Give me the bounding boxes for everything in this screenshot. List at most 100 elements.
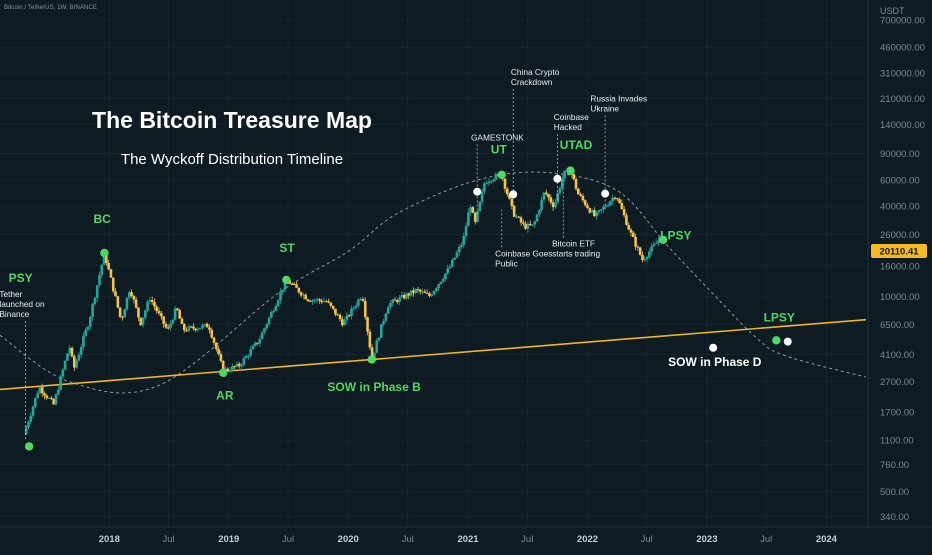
phase-label: UTAD — [560, 138, 593, 152]
candle-body — [382, 320, 385, 325]
candle-body — [302, 294, 305, 296]
candle-body — [311, 300, 314, 302]
candle-body — [198, 327, 202, 329]
phase-marker — [24, 442, 34, 451]
candle-body — [233, 366, 236, 368]
candle-body — [297, 287, 301, 293]
candle-body — [308, 300, 312, 302]
price-axis[interactable]: USDT 340.00 500.00 760.00 1100.00 1700.00 270… — [867, 0, 932, 550]
candle-body — [95, 285, 99, 299]
annotation-text: Coinbase — [554, 112, 589, 122]
candle-body — [622, 209, 626, 216]
candle-body — [185, 330, 188, 332]
phase-label: AR — [216, 389, 234, 403]
phase-label: LPSY — [764, 311, 795, 325]
candle-body — [121, 316, 124, 318]
candle-body — [386, 307, 390, 314]
x-tick-label: Jul — [282, 534, 294, 545]
candle-body — [441, 279, 445, 282]
phase-label: LPSY — [660, 228, 691, 242]
phase-marker — [282, 275, 291, 285]
candle-body — [221, 360, 225, 374]
candle-body — [654, 243, 658, 245]
candle-body — [551, 202, 555, 208]
candle-body — [625, 215, 628, 225]
candle-body — [432, 290, 436, 295]
candle-body — [180, 318, 184, 324]
candle-body — [457, 246, 461, 253]
candle-body — [267, 317, 271, 325]
candle-body — [84, 329, 88, 336]
candle-body — [412, 290, 415, 293]
candlestick-series[interactable] — [24, 166, 665, 435]
candle-body — [260, 332, 264, 340]
time-axis[interactable]: 2018 Jul 2019 Jul 2020 Jul 2021 Jul 2022 Jul 2023 J… — [0, 526, 932, 550]
candle-body — [192, 326, 195, 329]
candle-body — [162, 316, 165, 324]
candle-body — [219, 354, 223, 361]
candle-body — [173, 308, 177, 320]
candle-body — [538, 210, 541, 215]
x-tick-label: Jul — [641, 534, 653, 545]
candle-body — [56, 389, 60, 395]
candle-body — [478, 201, 482, 212]
candle-body — [166, 327, 170, 329]
candle-body — [31, 406, 35, 416]
candle-body — [652, 244, 656, 247]
candle-body — [249, 349, 253, 356]
candle-body — [345, 315, 349, 321]
candle-body — [405, 293, 408, 299]
candle-body — [636, 246, 640, 248]
candle-body — [352, 307, 356, 309]
candle-body — [467, 212, 470, 227]
support-trendline — [0, 318, 866, 391]
candle-body — [66, 353, 69, 361]
candle-body — [471, 207, 475, 213]
candle-body — [469, 207, 472, 213]
candle-body — [36, 393, 39, 399]
chart-title-group: The Bitcoin Treasure Map The Wyckoff Dis… — [92, 107, 372, 168]
candle-body — [320, 300, 324, 303]
annotation-text: GAMESTONK — [471, 132, 524, 142]
candle-body — [144, 310, 147, 318]
candle-body — [270, 312, 273, 318]
candle-body — [519, 217, 523, 223]
candle-body — [503, 178, 507, 189]
candle-body — [212, 337, 216, 343]
y-tick-label: 700000.00 — [880, 15, 925, 26]
candle-body — [400, 294, 404, 298]
candle-body — [91, 303, 94, 318]
candle-body — [40, 387, 44, 394]
candle-body — [132, 295, 136, 300]
candle-body — [63, 360, 67, 370]
phase-label: SOW in Phase B — [327, 380, 421, 394]
candle-body — [279, 291, 282, 301]
candle-body — [343, 320, 346, 326]
candle-body — [595, 212, 598, 217]
candle-body — [315, 299, 319, 301]
candle-body — [72, 356, 76, 368]
candle-body — [178, 310, 181, 319]
event-marker — [783, 337, 792, 346]
candle-body — [107, 263, 110, 270]
candle-body — [583, 200, 587, 206]
candle-body — [577, 188, 580, 195]
candle-body — [299, 292, 303, 296]
candle-body — [274, 305, 278, 311]
candle-body — [217, 349, 220, 355]
x-tick-label: 2021 — [457, 534, 479, 545]
candle-body — [460, 244, 463, 247]
x-tick-label: Jul — [760, 534, 772, 545]
candle-body — [45, 395, 49, 398]
candle-body — [231, 366, 234, 371]
candle-body — [98, 275, 101, 286]
x-tick-label: 2019 — [218, 534, 239, 545]
candle-body — [34, 398, 37, 407]
candle-body — [375, 340, 379, 353]
candle-body — [377, 337, 381, 341]
candle-body — [604, 206, 608, 208]
candle-body — [70, 347, 74, 357]
candle-body — [558, 187, 562, 194]
